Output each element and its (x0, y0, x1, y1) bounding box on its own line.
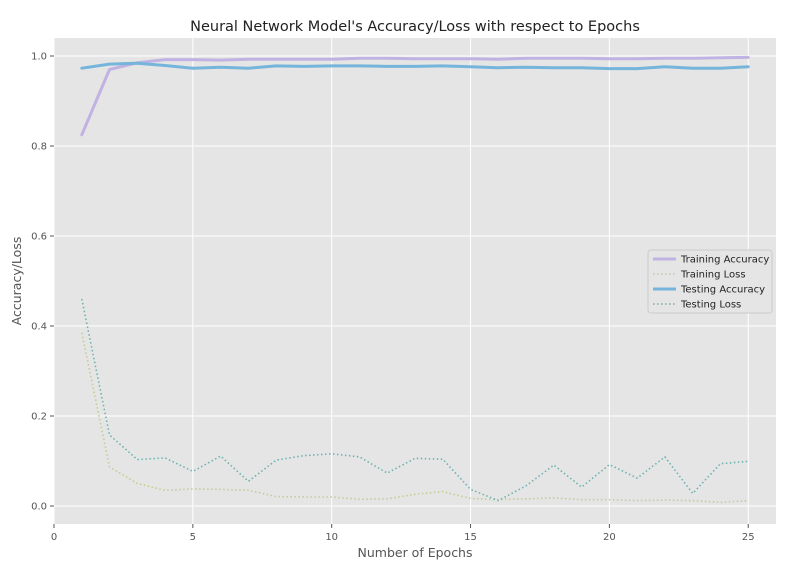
y-tick-label: 0.4 (31, 322, 47, 333)
legend-entry: Training Accuracy (680, 255, 769, 266)
x-tick-label: 20 (603, 532, 616, 543)
y-tick-label: 0.2 (31, 412, 47, 423)
y-tick-label: 0.6 (31, 232, 47, 243)
y-tick-label: 0.0 (31, 502, 47, 513)
series-lines (80, 55, 750, 504)
grid-lines (53, 38, 776, 524)
legend-entry: Training Loss (680, 270, 746, 281)
x-tick-label: 5 (190, 532, 196, 543)
legend-box (647, 249, 773, 314)
series-line-training-loss (81, 332, 749, 504)
legend: Training Accuracy Training Loss Testing Ac… (647, 249, 773, 314)
tick-labels: 0 5 10 15 20 25 0.0 0.2 0.4 0.6 0.8 1.0 (31, 52, 755, 544)
y-tick-label: 1.0 (31, 52, 47, 63)
x-tick-label: 0 (51, 532, 57, 543)
x-tick-label: 25 (742, 532, 755, 543)
x-tick-label: 10 (325, 532, 338, 543)
series-line-training-accuracy (80, 55, 750, 137)
series-line-testing-accuracy (80, 61, 750, 71)
legend-entry: Testing Loss (680, 300, 741, 311)
legend-entry: Testing Accuracy (680, 285, 765, 296)
chart-title: Neural Network Model's Accuracy/Loss wit… (190, 19, 640, 35)
x-axis-label: Number of Epochs (358, 545, 473, 560)
x-tick-label: 15 (464, 532, 477, 543)
y-axis-label: Accuracy/Loss (9, 237, 24, 326)
y-tick-label: 0.8 (31, 142, 47, 153)
series-line-testing-loss (81, 298, 749, 502)
